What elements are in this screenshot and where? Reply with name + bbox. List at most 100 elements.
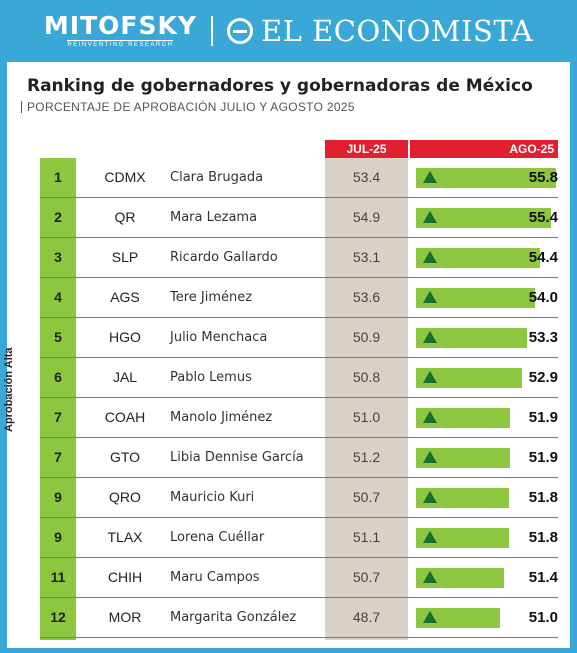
- header-divider: [210, 16, 213, 46]
- mitofsky-tagline: REINVENTING RESEARCH: [67, 40, 174, 48]
- governor-name: Mauricio Kuri: [170, 490, 255, 505]
- table-row: 2 QR Mara Lezama 54.9 55.4: [40, 198, 558, 238]
- state-abbreviation: JAL: [112, 369, 138, 385]
- state-abbreviation: GTO: [109, 449, 141, 465]
- rank-number: 9: [54, 529, 62, 545]
- ago-value: 53.3: [528, 329, 558, 346]
- state-abbreviation: CHIH: [107, 569, 143, 585]
- ago-bar: [416, 568, 504, 588]
- state-abbreviation: COAH: [104, 409, 146, 425]
- ago-value: 55.8: [528, 169, 558, 186]
- table-row: 5 HGO Julio Menchaca 50.9 53.3: [40, 318, 558, 358]
- ranking-card: Ranking de gobernadores y gobernadoras d…: [3, 62, 570, 648]
- ago-value: 54.0: [528, 289, 558, 306]
- ago-value: 51.9: [528, 449, 558, 466]
- table-row: 6 JAL Pablo Lemus 50.8 52.9: [40, 358, 558, 398]
- governor-name: Maru Campos: [170, 570, 260, 585]
- rank-number: 9: [54, 489, 62, 505]
- governor-name: Tere Jiménez: [170, 290, 253, 305]
- table-row: 11 CHIH Maru Campos 50.7 51.4: [40, 558, 558, 598]
- ago-bar: [416, 608, 500, 628]
- ago-bar: [416, 528, 509, 548]
- triangle-up-icon: [423, 211, 437, 223]
- side-label: Aprobación Alta: [3, 347, 15, 432]
- jul-value: 51.0: [352, 409, 381, 425]
- column-header-jul: JUL-25: [325, 140, 408, 158]
- state-abbreviation: MOR: [108, 609, 142, 625]
- governor-name: Ricardo Gallardo: [170, 250, 278, 265]
- ago-value: 55.4: [528, 209, 558, 226]
- ago-bar: [416, 368, 522, 388]
- el-economista-name: EL ECONOMISTA: [260, 14, 534, 48]
- jul-value: 53.4: [352, 169, 381, 185]
- jul-value: 50.9: [352, 329, 381, 345]
- rank-column-background: [40, 158, 76, 640]
- globe-icon: [226, 18, 253, 44]
- rank-number: 7: [54, 409, 62, 425]
- governor-name: Margarita González: [170, 610, 297, 625]
- ago-value: 52.9: [528, 369, 558, 386]
- jul-value: 50.7: [352, 569, 381, 585]
- state-abbreviation: QR: [114, 209, 136, 225]
- triangle-up-icon: [423, 451, 437, 463]
- jul-value: 53.6: [352, 289, 381, 305]
- jul-value: 54.9: [352, 209, 381, 225]
- mitofsky-name: MITOFSKY: [43, 11, 197, 40]
- ago-bar: [416, 488, 509, 508]
- rank-number: 12: [50, 609, 66, 625]
- state-abbreviation: QRO: [109, 489, 141, 505]
- table-row: 4 AGS Tere Jiménez 53.6 54.0: [40, 278, 558, 318]
- ago-bar: [416, 448, 510, 468]
- triangle-up-icon: [423, 171, 437, 183]
- state-abbreviation: TLAX: [107, 529, 143, 545]
- ago-value: 51.9: [528, 409, 558, 426]
- triangle-up-icon: [423, 251, 437, 263]
- chart-subtitle-text: PORCENTAJE DE APROBACIÓN JULIO Y AGOSTO …: [27, 100, 355, 114]
- table-row: 9 QRO Mauricio Kuri 50.7 51.8: [40, 478, 558, 518]
- table-row: 12 MOR Margarita González 48.7 51.0: [40, 598, 558, 638]
- header: MITOFSKY REINVENTING RESEARCH EL ECONOMI…: [0, 0, 577, 62]
- governor-name: Libia Dennise García: [170, 450, 304, 465]
- governor-name: Clara Brugada: [170, 170, 264, 185]
- governor-name: Manolo Jiménez: [170, 410, 273, 425]
- table-row: 3 SLP Ricardo Gallardo 53.1 54.4: [40, 238, 558, 278]
- mitofsky-logo: MITOFSKY REINVENTING RESEARCH: [44, 13, 197, 49]
- jul-value: 53.1: [352, 249, 381, 265]
- el-economista-logo: EL ECONOMISTA: [226, 14, 534, 48]
- column-header-ago: AGO-25: [410, 140, 558, 158]
- ago-bar: [416, 328, 527, 348]
- rank-number: 1: [54, 169, 62, 185]
- triangle-up-icon: [423, 291, 437, 303]
- table-row: 7 GTO Libia Dennise García 51.2 51.9: [40, 438, 558, 478]
- ago-bar: [416, 408, 510, 428]
- rank-number: 6: [54, 369, 62, 385]
- jul-value: 48.7: [352, 609, 381, 625]
- state-abbreviation: HGO: [109, 329, 141, 345]
- ago-value: 51.4: [528, 569, 558, 586]
- table-row: 1 CDMX Clara Brugada 53.4 55.8: [40, 158, 558, 198]
- ago-value: 51.8: [528, 489, 558, 506]
- ago-value: 51.0: [528, 609, 558, 626]
- triangle-up-icon: [423, 331, 437, 343]
- rank-number: 2: [54, 209, 62, 225]
- triangle-up-icon: [423, 491, 437, 503]
- ago-value: 51.8: [528, 529, 558, 546]
- jul-value: 50.8: [352, 369, 381, 385]
- triangle-up-icon: [423, 571, 437, 583]
- rank-number: 4: [54, 289, 62, 305]
- governor-name: Lorena Cuéllar: [170, 530, 265, 545]
- rank-number: 5: [54, 329, 62, 345]
- ago-bar: [416, 168, 556, 188]
- table-row: 7 COAH Manolo Jiménez 51.0 51.9: [40, 398, 558, 438]
- state-abbreviation: CDMX: [104, 169, 146, 185]
- governor-name: Mara Lezama: [170, 210, 258, 225]
- triangle-up-icon: [423, 371, 437, 383]
- rank-number: 11: [50, 569, 66, 585]
- triangle-up-icon: [423, 411, 437, 423]
- state-abbreviation: SLP: [111, 249, 139, 265]
- ago-bar: [416, 248, 540, 268]
- chart-title: Ranking de gobernadores y gobernadoras d…: [27, 76, 533, 96]
- jul-value: 51.2: [352, 449, 381, 465]
- governor-name: Pablo Lemus: [170, 370, 252, 385]
- ago-value: 54.4: [528, 249, 558, 266]
